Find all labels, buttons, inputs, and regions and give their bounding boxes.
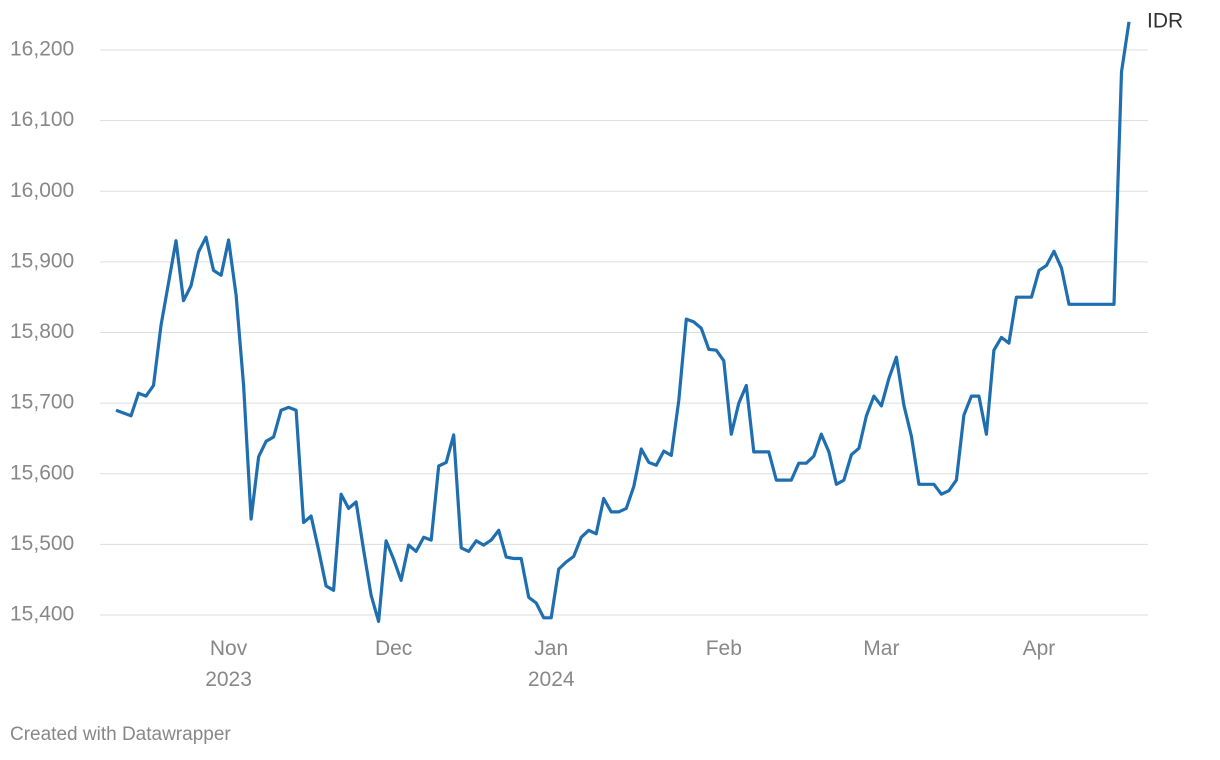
y-tick-label: 16,000 — [10, 179, 74, 202]
x-tick-label: Nov 2023 — [205, 637, 252, 691]
y-tick-label: 15,400 — [10, 603, 74, 626]
line — [115, 21, 1131, 623]
y-tick-label: 16,200 — [10, 38, 74, 61]
y-tick-label: 15,700 — [10, 391, 74, 414]
y-tick-label: 15,600 — [10, 461, 74, 484]
series-label: IDR — [1147, 9, 1183, 32]
x-tick-label: Apr — [1022, 637, 1056, 660]
y-tick-label: 15,900 — [10, 249, 74, 272]
source-note: Created with Datawrapper — [10, 724, 231, 745]
y-tick-label: 15,500 — [10, 532, 74, 555]
x-tick-label: Feb — [705, 637, 742, 660]
x-tick-label: Jan 2024 — [527, 637, 575, 691]
x-tick-label: Dec — [374, 637, 413, 660]
x-tick-label: Mar — [863, 637, 900, 660]
y-tick-label: 16,100 — [10, 108, 74, 131]
y-tick-label: 15,800 — [10, 320, 74, 343]
